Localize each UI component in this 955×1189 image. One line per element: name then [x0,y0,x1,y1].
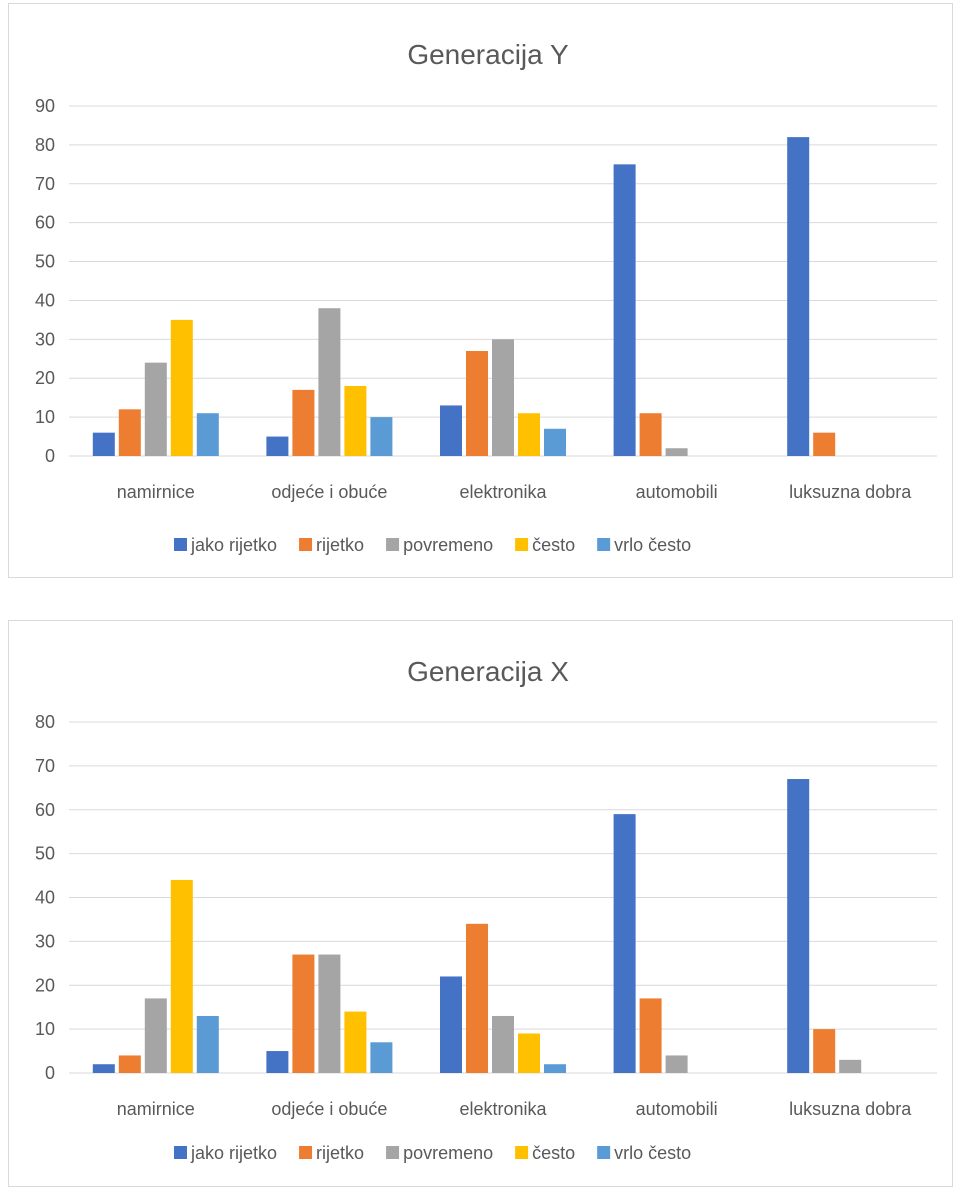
chart-1-bar [787,779,810,1073]
chart-1-legend-label: rijetko [316,1143,364,1163]
chart-1-ytick-label: 10 [35,1019,55,1039]
chart-0-category-label: luksuzna dobra [789,482,912,502]
chart-0-bar [92,432,115,456]
chart-1-bar [344,1011,367,1073]
chart-0-legend-swatch [386,538,400,551]
chart-0-category-label: elektronika [459,482,547,502]
chart-1-bar [292,954,315,1073]
chart-1-bar [518,1033,540,1073]
chart-1-bar [370,1042,393,1073]
chart-0-bar [665,448,688,456]
chart-1-bar [492,1015,514,1073]
chart-0-bar [170,319,193,456]
chart-0-ytick-label: 80 [35,135,55,155]
chart-0-legend-label: rijetko [316,535,364,555]
chart-0-bar [440,405,462,456]
chart-0-bar [813,432,836,456]
chart-1-bar [613,814,636,1073]
chart-1-ytick-label: 40 [35,888,55,908]
chart-1-legend-swatch [515,1146,529,1159]
chart-1-bar [639,998,662,1073]
chart-1-category-label: luksuzna dobra [789,1099,912,1119]
chart-1-ytick-label: 70 [35,756,55,776]
chart-0-ytick-label: 70 [35,174,55,194]
chart-1-bar [839,1059,862,1073]
chart-0-ytick-label: 30 [35,329,55,349]
chart-0-bar [266,436,289,456]
chart-generacija-y: Generacija Y 0 10 20 30 40 50 60 70 80 90 namirnice… [8,3,953,578]
chart-0-bar [492,339,514,456]
chart-0-ytick-label: 10 [35,407,55,427]
chart-1-legend-swatch [597,1146,611,1159]
chart-0-legend-label: povremeno [403,535,493,555]
chart-0-ytick-label: 20 [35,368,55,388]
chart-generacija-x: Generacija X 0 10 20 30 40 50 60 70 80 namirnice od… [8,620,953,1187]
chart-0-bar [318,308,341,456]
chart-1-category-label: odjeće i obuće [271,1099,387,1119]
chart-1-legend-swatch [386,1146,400,1159]
chart-0-bar [613,164,636,457]
chart-1-ytick-label: 0 [45,1063,55,1083]
chart-0-category-label: namirnice [117,482,195,502]
chart-1-legend-label: često [532,1143,575,1163]
chart-1-legend-swatch [174,1146,187,1159]
chart-0-bar [787,137,810,456]
chart-1-ytick-label: 60 [35,800,55,820]
chart-1-bar [665,1055,688,1073]
chart-0-ytick-label: 90 [35,96,55,116]
chart-0-legend-swatch [515,538,529,551]
chart-0-bar [544,428,566,456]
chart-1-bar [266,1051,289,1073]
chart-1-bar [466,923,488,1073]
chart-0-legend-swatch [597,538,611,551]
chart-0-ytick-label: 50 [35,252,55,272]
chart-0-ytick-label: 40 [35,290,55,310]
chart-1-bar [196,1015,219,1073]
chart-1-legend-label: vrlo često [614,1143,691,1163]
chart-x-svg: Generacija X 0 10 20 30 40 50 60 70 80 namirnice od… [35,656,937,1163]
chart-1-ytick-label: 50 [35,844,55,864]
chart-0-category-label: automobili [636,482,718,502]
chart-1-bar [544,1064,566,1073]
chart-0-bar [344,386,367,456]
chart-1-category-label: elektronika [459,1099,547,1119]
chart-1-bar [92,1064,115,1073]
chart-0-bar [118,409,141,456]
chart-0-ytick-label: 0 [45,446,55,466]
chart-1-legend-label: povremeno [403,1143,493,1163]
chart-1-bar [170,879,193,1073]
chart-1-bar [318,954,341,1073]
chart-1-bar [144,998,167,1073]
chart-0-legend-swatch [174,538,187,551]
chart-1-bar [813,1029,836,1073]
chart-0-bar [196,413,219,456]
chart-0-legend-swatch [299,538,313,551]
chart-0-category-label: odjeće i obuće [271,482,387,502]
chart-0-bar [639,413,662,456]
chart-1-bar [440,976,462,1073]
chart-0-legend-label: jako rijetko [190,535,277,555]
chart-y-svg: Generacija Y 0 10 20 30 40 50 60 70 80 90 namirnice… [35,39,937,555]
chart-0-bar [370,417,393,456]
chart-0-title: Generacija Y [407,39,569,70]
chart-1-title: Generacija X [407,656,569,687]
chart-1-ytick-label: 80 [35,712,55,732]
chart-1-ytick-label: 30 [35,931,55,951]
chart-0-bar [292,389,315,456]
chart-0-legend-label: često [532,535,575,555]
chart-1-category-label: namirnice [117,1099,195,1119]
chart-0-legend-label: vrlo često [614,535,691,555]
chart-0-ytick-label: 60 [35,213,55,233]
chart-1-ytick-label: 20 [35,975,55,995]
chart-1-legend-label: jako rijetko [190,1143,277,1163]
chart-0-bar [144,362,167,456]
chart-1-legend-swatch [299,1146,313,1159]
chart-1-category-label: automobili [636,1099,718,1119]
chart-1-bar [118,1055,141,1073]
chart-0-bar [466,351,488,456]
chart-0-bar [518,413,540,456]
